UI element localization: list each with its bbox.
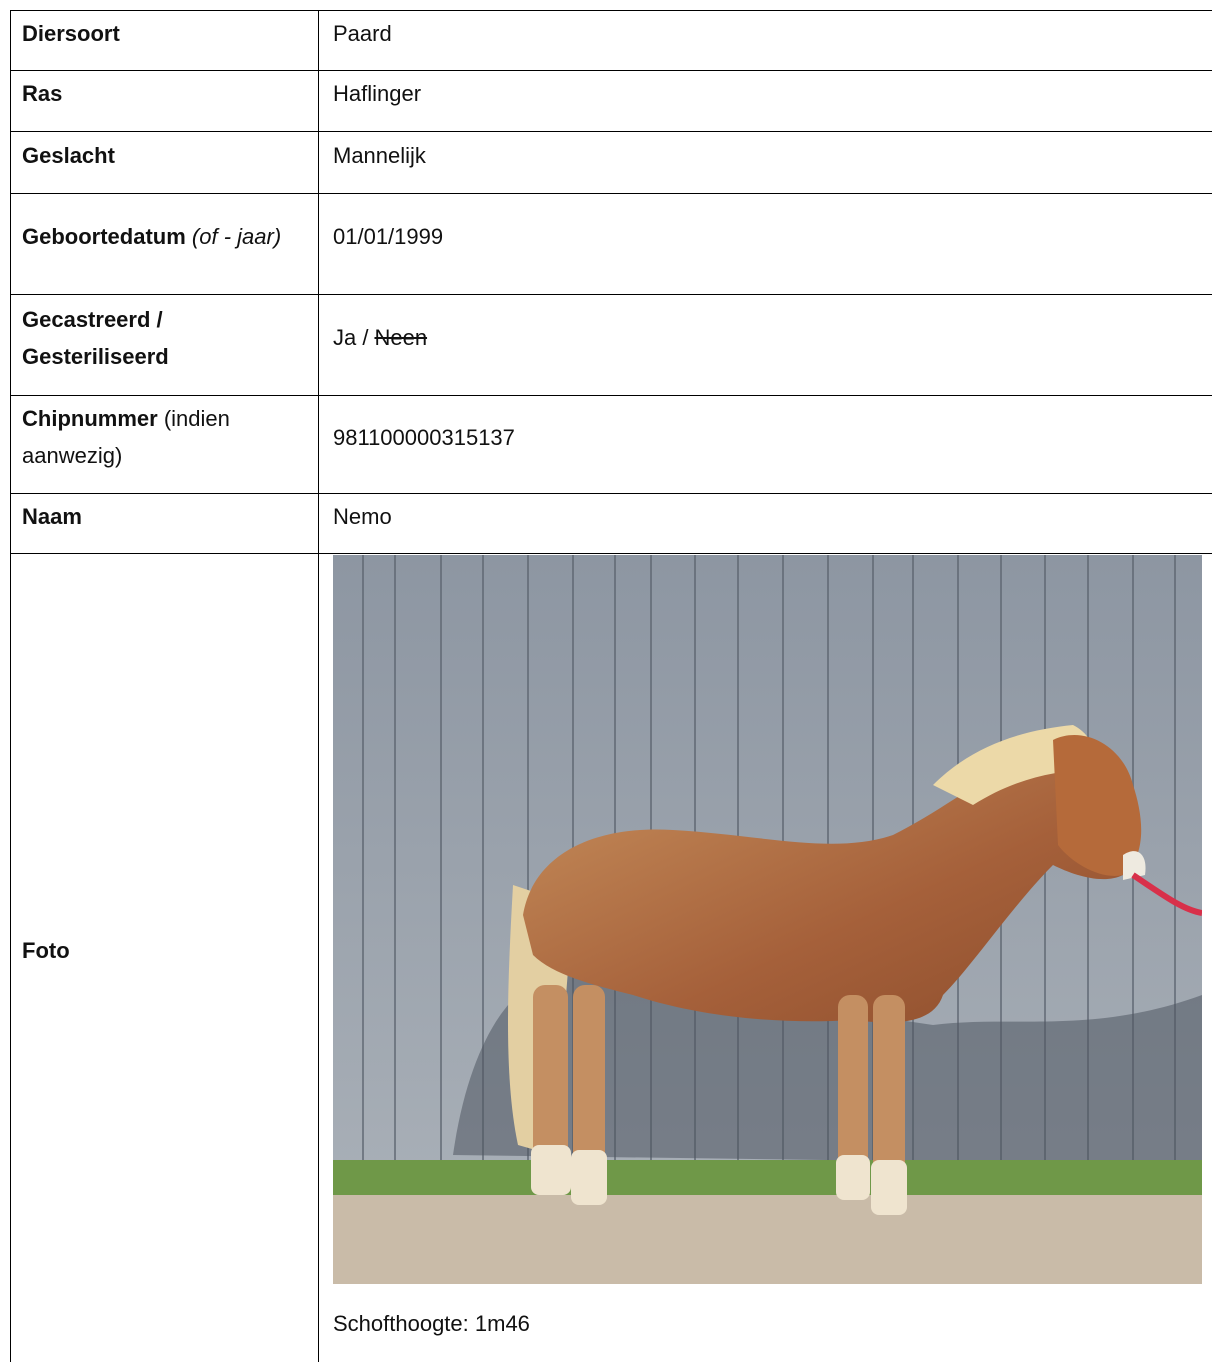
border [10, 294, 1212, 295]
value: Ja / [333, 325, 369, 350]
label: Chipnummer [22, 406, 158, 431]
label: Foto [22, 938, 70, 963]
border [10, 10, 11, 1362]
value-cell: 01/01/1999 [320, 193, 1212, 294]
label: Gecastreerd / Gesteriliseerd [22, 306, 169, 369]
photo-caption: Schofthoogte: 1m46 [333, 1310, 530, 1336]
value: 01/01/1999 [333, 224, 444, 249]
label-note: (of - jaar) [191, 224, 282, 249]
value: Haflinger [333, 81, 422, 106]
struck-value: Neen [374, 325, 428, 350]
value: Nemo [333, 503, 392, 529]
label-cell: Gecastreerd / Gesteriliseerd [12, 294, 312, 395]
label-cell: Geslacht [12, 131, 312, 193]
label-cell: Ras [12, 70, 312, 131]
value: Mannelijk [333, 142, 426, 168]
border [318, 10, 319, 1362]
label: Ras [22, 81, 63, 106]
label-cell: Foto [12, 553, 312, 1362]
caption-cell: Schofthoogte: 1m46 [320, 1284, 1212, 1362]
value: Paard [333, 20, 392, 46]
label-note: (indien aanwezig) [22, 406, 230, 468]
horse-photo [333, 555, 1202, 1284]
border [10, 395, 1212, 396]
label-cell: Naam [12, 493, 312, 553]
value-cell: Nemo [320, 493, 1212, 553]
label: Geboortedatum [22, 224, 186, 249]
label: Diersoort [22, 20, 120, 46]
border [10, 131, 1212, 132]
value-cell: Paard [320, 10, 1212, 70]
value-cell: 981100000315137 [320, 395, 1212, 493]
label: Naam [22, 503, 82, 529]
border [10, 553, 1212, 554]
border [10, 10, 1212, 11]
label-cell: Diersoort [12, 10, 312, 70]
border [10, 70, 1212, 71]
label: Geslacht [22, 142, 115, 168]
border [10, 193, 1212, 194]
value-cell: Haflinger [320, 70, 1212, 131]
value-cell: Ja / Neen [320, 294, 1212, 395]
label-cell: Chipnummer (indien aanwezig) [12, 395, 312, 493]
border [10, 493, 1212, 494]
value: 981100000315137 [333, 424, 515, 450]
value-cell: Mannelijk [320, 131, 1212, 193]
label-cell: Geboortedatum (of - jaar) [12, 193, 312, 294]
